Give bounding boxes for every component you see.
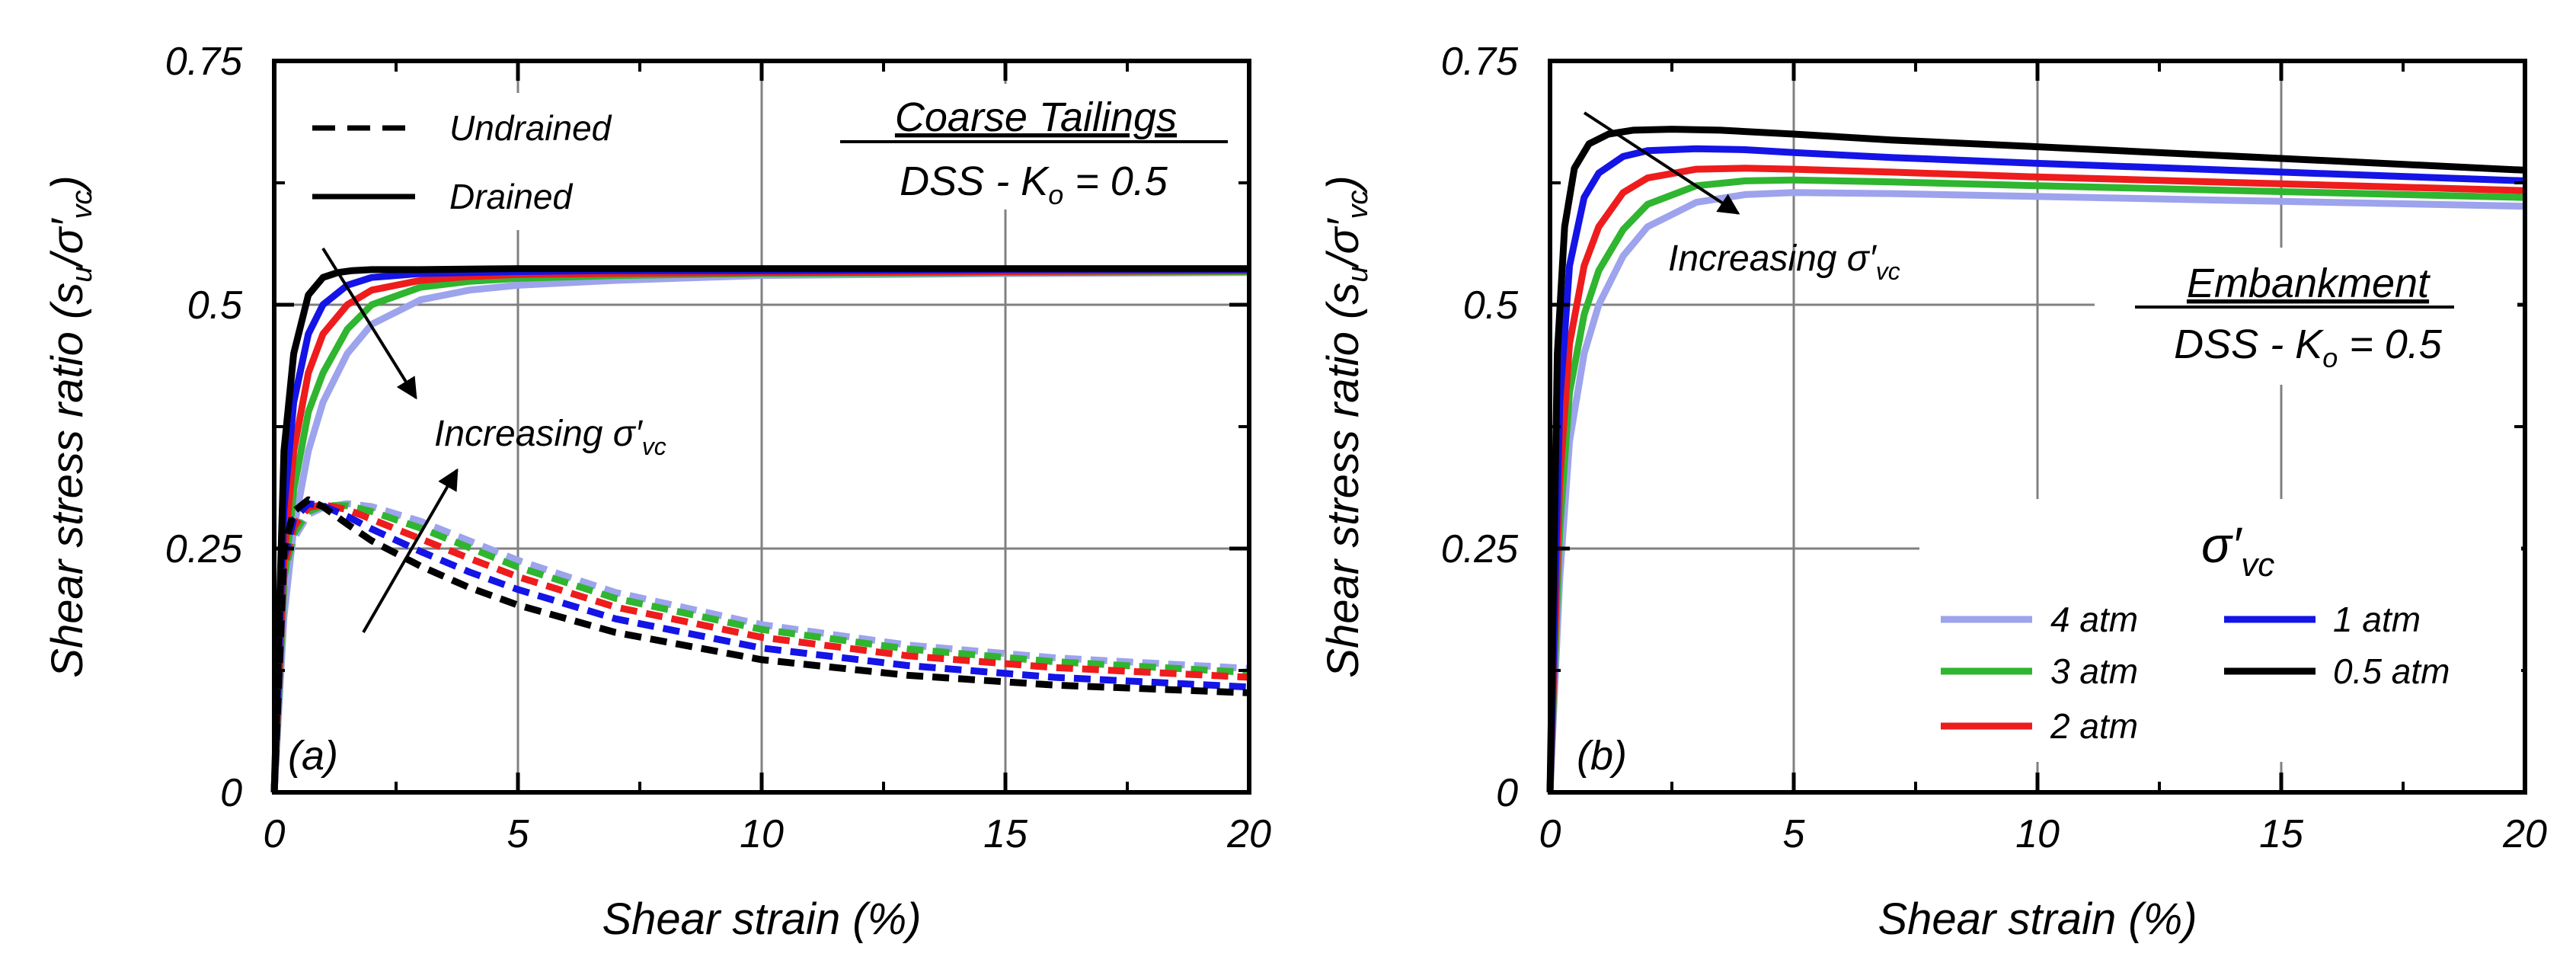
panel-b-series	[1546, 126, 2526, 793]
panel-b-x-axis-title: Shear strain (%)	[1878, 894, 2197, 944]
panel-a-arrow-undrained	[362, 468, 459, 634]
panel-a-x-axis-title: Shear strain (%)	[602, 894, 921, 944]
x-tick-label: 15	[983, 812, 1028, 856]
legend-label-2-atm: 2 atm	[2050, 706, 2138, 746]
panel-a-y-axis-title: Shear stress ratio (su/σ′vc)	[43, 175, 98, 677]
y-tick-label: 0.5	[187, 283, 243, 328]
series-line-2-atm	[1546, 165, 2526, 793]
x-tick-label: 5	[507, 812, 530, 856]
y-tick-label: 0.5	[1463, 283, 1519, 328]
x-tick-label: 15	[2259, 812, 2304, 856]
panel-a-title-background	[819, 84, 1238, 210]
panel-a-title-line2: DSS - Ko = 0.5	[900, 158, 1168, 210]
x-tick-label: 10	[740, 812, 784, 856]
panel-a-series	[270, 265, 1250, 793]
panel-b-legend: σ′vc 4 atm 3 atm 2 atm 1 atm 0.5 atm	[1919, 499, 2521, 762]
panel-a-legend: Undrained Drained	[297, 93, 655, 230]
panel-a-title-box: Coarse Tailings DSS - Ko = 0.5	[819, 84, 1238, 210]
x-tick-label: 10	[2015, 812, 2060, 856]
panel-a-legend-background	[297, 93, 655, 230]
y-tick-label: 0	[220, 771, 242, 815]
panel-b-title-line2: DSS - Ko = 0.5	[2174, 322, 2443, 373]
panel-a-annotation: Increasing σ′vc	[434, 414, 666, 460]
series-line-1-atm	[1546, 145, 2526, 793]
y-tick-label: 0.75	[1441, 40, 1519, 84]
panel-b-y-axis-title: Shear stress ratio (su/σ′vc)	[1318, 175, 1374, 677]
legend-label-3-atm: 3 atm	[2050, 651, 2138, 691]
panel-b-title-box: Embankment DSS - Ko = 0.5	[2095, 248, 2517, 385]
x-tick-label: 0	[264, 812, 286, 856]
panel-b-frame	[1548, 59, 2527, 795]
x-tick-label: 5	[1783, 812, 1806, 856]
panel-b-title-background	[2095, 248, 2517, 385]
y-tick-label: 0.25	[1441, 527, 1519, 571]
x-tick-label: 20	[1226, 812, 1271, 856]
legend-drained-label: Drained	[449, 177, 574, 216]
panel-b-arrow	[1583, 111, 1740, 215]
panel-b-annotation: Increasing σ′vc	[1668, 238, 1900, 285]
series-line-0-5-atm-drained	[270, 265, 1249, 793]
panel-b-legend-title: σ′vc	[2201, 517, 2274, 584]
panel-a-ticks: 0 5 10 15 20 0 0.25 0.5 0.75	[165, 40, 1271, 856]
legend-label-1-atm: 1 atm	[2333, 600, 2421, 639]
series-line-3-atm-undrained	[270, 502, 1250, 793]
panel-a-frame	[272, 59, 1251, 795]
x-tick-label: 20	[2502, 812, 2547, 856]
x-tick-label: 0	[1539, 812, 1561, 856]
panel-b-title-line1: Embankment	[2187, 261, 2431, 306]
panel-a-label: (a)	[288, 733, 338, 779]
panel-a: 0 5 10 15 20 0 0.25 0.5 0.75 Undrained Drained C…	[43, 40, 1271, 944]
panel-b-label: (b)	[1577, 733, 1627, 779]
panel-b: 0 5 10 15 20 0 0.25 0.5 0.75 Embankment DSS - Ko…	[1318, 40, 2547, 944]
series-line-1-atm-undrained	[270, 500, 1250, 793]
legend-label-0-5-atm: 0.5 atm	[2333, 651, 2450, 691]
legend-undrained-label: Undrained	[449, 108, 612, 148]
panel-a-arrow-drained	[321, 247, 417, 400]
series-line-4-atm	[1546, 189, 2526, 793]
series-line-0-5-atm-undrained	[270, 496, 1250, 793]
series-line-2-atm-undrained	[270, 501, 1250, 793]
y-tick-label: 0.25	[165, 527, 243, 571]
series-line-3-atm	[1546, 176, 2526, 793]
panel-a-title-line1: Coarse Tailings	[895, 94, 1177, 140]
y-tick-label: 0	[1496, 771, 1518, 815]
panel-b-legend-background	[1919, 499, 2521, 762]
series-line-0-5-atm	[1546, 126, 2526, 793]
legend-label-4-atm: 4 atm	[2050, 600, 2138, 639]
y-tick-label: 0.75	[165, 40, 243, 84]
